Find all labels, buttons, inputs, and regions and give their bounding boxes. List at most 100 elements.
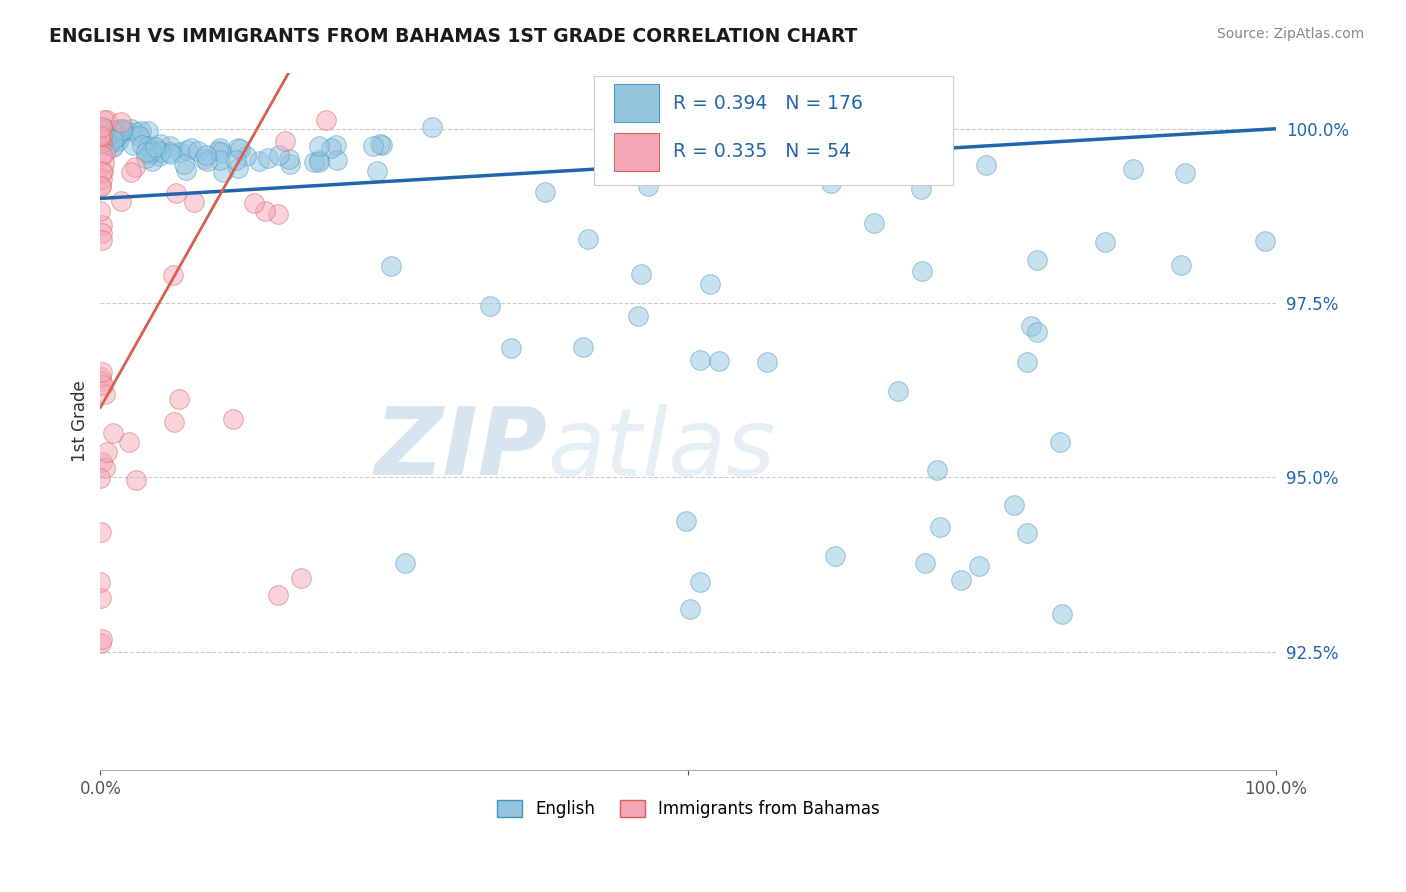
- Point: [277, 152, 299, 166]
- Point: [824, 549, 846, 563]
- Point: [91, 128, 114, 143]
- Point: [499, 341, 522, 355]
- Point: [104, 129, 127, 144]
- Legend: English, Immigrants from Bahamas: English, Immigrants from Bahamas: [489, 793, 887, 824]
- Point: [89, 471, 111, 485]
- Point: [97, 123, 120, 137]
- Text: R = 0.335   N = 54: R = 0.335 N = 54: [673, 142, 851, 161]
- Point: [91, 129, 114, 144]
- Point: [94, 460, 117, 475]
- Point: [159, 147, 181, 161]
- Point: [90, 123, 112, 137]
- Y-axis label: 1st Grade: 1st Grade: [72, 381, 89, 462]
- Point: [755, 355, 778, 369]
- Point: [135, 145, 157, 160]
- Point: [974, 158, 997, 172]
- Point: [640, 143, 662, 157]
- Point: [222, 411, 245, 425]
- Point: [267, 589, 290, 603]
- Point: [302, 155, 325, 169]
- Point: [967, 559, 990, 574]
- Point: [699, 277, 721, 291]
- Point: [89, 122, 111, 136]
- Point: [98, 123, 121, 137]
- Point: [90, 591, 112, 605]
- Point: [208, 153, 231, 167]
- Point: [208, 141, 231, 155]
- Point: [103, 124, 125, 138]
- Point: [165, 186, 187, 200]
- Point: [228, 142, 250, 156]
- Point: [637, 179, 659, 194]
- Point: [1170, 259, 1192, 273]
- Point: [571, 340, 593, 354]
- Point: [689, 574, 711, 589]
- Point: [394, 556, 416, 570]
- Point: [93, 164, 115, 178]
- Point: [101, 125, 124, 139]
- Point: [699, 128, 721, 143]
- Point: [308, 153, 330, 167]
- Point: [94, 128, 117, 142]
- Point: [90, 525, 112, 540]
- Point: [124, 160, 146, 174]
- Point: [91, 135, 114, 149]
- Point: [94, 125, 117, 139]
- Point: [479, 299, 502, 313]
- Point: [89, 128, 111, 143]
- Point: [368, 137, 391, 152]
- Point: [707, 353, 730, 368]
- Point: [194, 148, 217, 162]
- Text: ENGLISH VS IMMIGRANTS FROM BAHAMAS 1ST GRADE CORRELATION CHART: ENGLISH VS IMMIGRANTS FROM BAHAMAS 1ST G…: [49, 27, 858, 45]
- Point: [91, 365, 114, 379]
- Point: [886, 384, 908, 398]
- Point: [90, 127, 112, 141]
- Point: [1254, 234, 1277, 248]
- Point: [1015, 355, 1038, 369]
- Point: [225, 153, 247, 167]
- Point: [91, 124, 114, 138]
- Point: [90, 122, 112, 136]
- Point: [91, 128, 114, 143]
- Point: [927, 463, 949, 477]
- Point: [1017, 525, 1039, 540]
- Point: [101, 133, 124, 147]
- Point: [94, 125, 117, 139]
- Point: [125, 473, 148, 487]
- Point: [183, 194, 205, 209]
- Point: [90, 125, 112, 139]
- Point: [94, 127, 117, 141]
- Point: [93, 127, 115, 141]
- Point: [90, 123, 112, 137]
- Point: [1049, 435, 1071, 450]
- Point: [91, 378, 114, 392]
- Point: [226, 161, 249, 176]
- Point: [163, 416, 186, 430]
- Point: [910, 182, 932, 196]
- Point: [1025, 253, 1047, 268]
- Point: [93, 133, 115, 147]
- Point: [89, 133, 111, 147]
- Point: [91, 120, 114, 135]
- Point: [108, 122, 131, 136]
- Point: [94, 387, 117, 401]
- Point: [94, 122, 117, 136]
- Point: [96, 131, 118, 145]
- Point: [94, 126, 117, 140]
- Point: [103, 123, 125, 137]
- Point: [91, 122, 114, 136]
- Point: [90, 369, 112, 384]
- Point: [90, 179, 112, 194]
- Point: [315, 113, 337, 128]
- Point: [97, 129, 120, 144]
- Point: [533, 185, 555, 199]
- Point: [195, 154, 218, 169]
- Point: [169, 145, 191, 159]
- Point: [89, 203, 111, 218]
- Point: [308, 138, 330, 153]
- Point: [366, 164, 388, 178]
- Point: [90, 122, 112, 136]
- Point: [187, 144, 209, 158]
- Point: [91, 171, 114, 186]
- Point: [129, 123, 152, 137]
